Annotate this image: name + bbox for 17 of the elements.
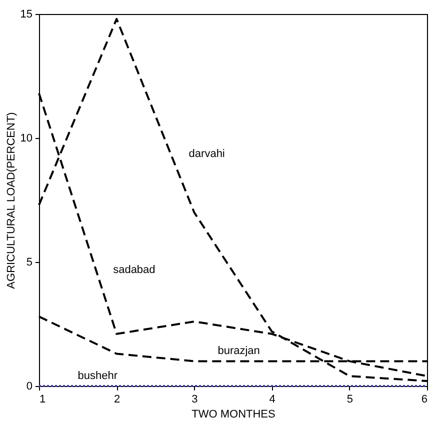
x-tick-label: 1	[40, 394, 46, 406]
x-tick-label: 3	[192, 394, 198, 406]
y-tick-label: 10	[20, 132, 32, 144]
x-tick-label: 2	[114, 394, 120, 406]
y-tick-label: 5	[26, 256, 32, 268]
y-tick-label: 0	[26, 380, 32, 392]
x-tick-label: 6	[421, 394, 428, 406]
series-label: burazjan	[218, 345, 260, 358]
series-label: bushehr	[78, 370, 118, 382]
y-axis-title: AGRICULTURAL LOAD(PERCENT)	[5, 112, 18, 289]
x-tick-label: 5	[346, 394, 353, 406]
series-label: sadabad	[113, 264, 156, 276]
x-tick-label: 4	[269, 394, 276, 406]
x-axis-title: TWO MONTHES	[192, 408, 276, 420]
line-series	[38, 18, 428, 382]
y-tick-label: 15	[20, 8, 32, 20]
series-label: darvahi	[188, 148, 225, 160]
